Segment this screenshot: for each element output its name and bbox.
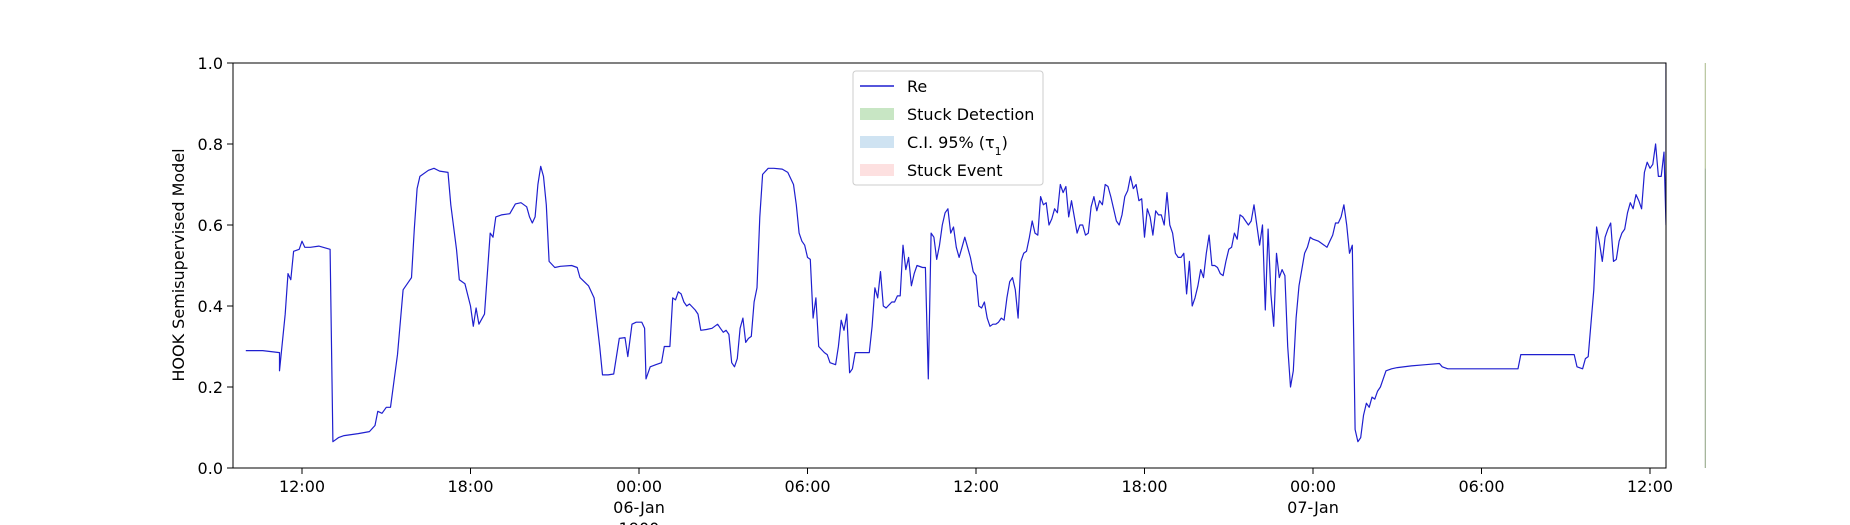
legend-patch-swatch bbox=[860, 164, 894, 176]
series-line-re bbox=[245, 62, 1666, 443]
x-tick-label: 06:00 bbox=[1458, 477, 1504, 496]
y-tick-label: 0.4 bbox=[198, 297, 223, 316]
legend-box bbox=[852, 70, 1044, 186]
legend-patch-swatch bbox=[860, 136, 894, 148]
region-stuck-detection bbox=[1704, 63, 1706, 169]
x-tick-label: 06:00 bbox=[784, 477, 830, 496]
y-tick-label: 0.6 bbox=[198, 216, 223, 235]
x-tick-label: 18:00 bbox=[1121, 477, 1167, 496]
y-tick-label: 0.8 bbox=[198, 135, 223, 154]
y-axis-label: HOOK Semisupervised Model bbox=[169, 148, 188, 381]
y-tick-label: 0.2 bbox=[198, 378, 223, 397]
x-tick-label: 12:00 bbox=[953, 477, 999, 496]
x-tick-label: 00:00 bbox=[616, 477, 662, 496]
x-tick-label: 12:00 bbox=[1627, 477, 1673, 496]
y-tick-label: 0.0 bbox=[198, 459, 223, 478]
legend-patch-swatch bbox=[860, 108, 894, 120]
x-tick-date-label: 06-Jan bbox=[613, 498, 665, 517]
x-year-label: 1900 bbox=[619, 519, 660, 525]
legend-label: Stuck Event bbox=[907, 161, 1003, 180]
legend-item: Re bbox=[860, 77, 927, 96]
series-layer bbox=[245, 62, 1666, 443]
plot-frame bbox=[232, 62, 1667, 469]
x-tick-date-label: 07-Jan bbox=[1287, 498, 1339, 517]
y-axis: 0.0 0.2 0.4 0.6 0.8 1.0 bbox=[198, 54, 233, 478]
x-tick-label: 00:00 bbox=[1290, 477, 1336, 496]
x-tick-label: 12:00 bbox=[279, 477, 325, 496]
legend-label: Stuck Detection bbox=[907, 105, 1034, 124]
legend-item: Stuck Event bbox=[860, 161, 1003, 180]
x-axis: 12:00 18:00 00:00 06-Jan 06:00 12:00 18:00 00:0… bbox=[279, 468, 1673, 525]
y-tick-label: 1.0 bbox=[198, 54, 223, 73]
legend-item: Stuck Detection bbox=[860, 105, 1034, 124]
legend-label: Re bbox=[907, 77, 927, 96]
x-tick-label: 18:00 bbox=[447, 477, 493, 496]
region-stuck-event bbox=[1704, 168, 1706, 469]
highlight-regions bbox=[1704, 63, 1706, 469]
